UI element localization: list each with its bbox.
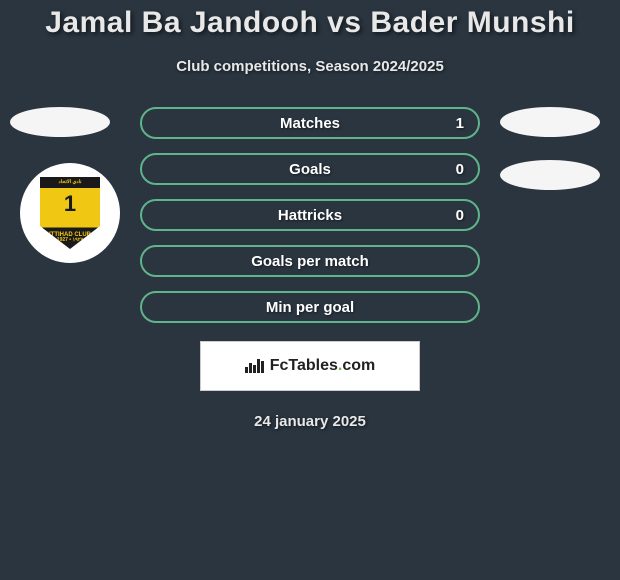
stat-pill: Goals (140, 153, 480, 185)
club-name: ITTIHAD CLUB 1927 • ١٩٢٧ (49, 232, 91, 243)
page-title: Jamal Ba Jandooh vs Bader Munshi (0, 0, 620, 40)
brand-suffix: com (342, 357, 375, 374)
brand-text: FcTables.com (270, 357, 376, 375)
stat-label: Goals per match (251, 253, 369, 270)
stat-row: Matches 1 (0, 107, 620, 139)
stat-pill: Matches (140, 107, 480, 139)
stat-value-right: 1 (456, 115, 464, 132)
stat-value-right: 0 (456, 161, 464, 178)
stat-pill: Hattricks (140, 199, 480, 231)
stats-area: نادي الاتحاد 1 ITTIHAD CLUB 1927 • ١٩٢٧ … (0, 107, 620, 323)
stat-row: Goals 0 (0, 153, 620, 185)
brand-badge[interactable]: FcTables.com (200, 341, 420, 391)
stat-value-right: 0 (456, 207, 464, 224)
stat-pill: Min per goal (140, 291, 480, 323)
chart-icon (245, 359, 264, 373)
date-line: 24 january 2025 (0, 413, 620, 430)
brand-name: FcTables (270, 357, 338, 374)
stat-label: Min per goal (266, 299, 354, 316)
stat-row: Hattricks 0 (0, 199, 620, 231)
subtitle: Club competitions, Season 2024/2025 (0, 58, 620, 75)
stat-pill: Goals per match (140, 245, 480, 277)
stat-label: Hattricks (278, 207, 342, 224)
club-name-line2: 1927 • ١٩٢٧ (49, 238, 91, 243)
stat-row: Min per goal (0, 291, 620, 323)
stat-label: Goals (289, 161, 331, 178)
stat-label: Matches (280, 115, 340, 132)
stat-row: Goals per match (0, 245, 620, 277)
